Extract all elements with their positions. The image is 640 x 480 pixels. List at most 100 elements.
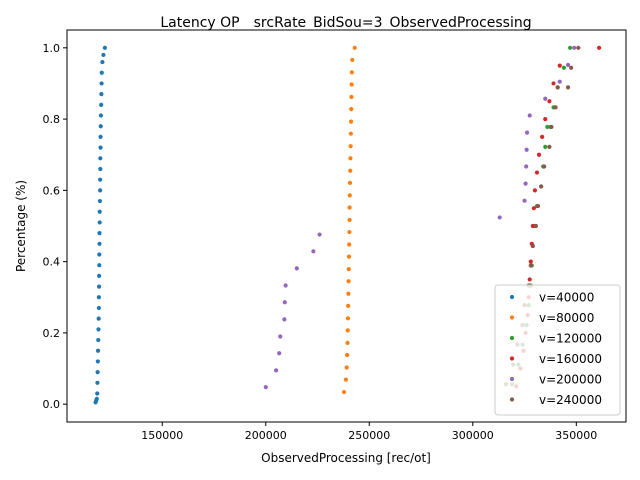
data-point xyxy=(569,65,574,70)
y-tick-label: 0.8 xyxy=(43,113,61,126)
data-point xyxy=(98,188,103,193)
legend-label: v=40000 xyxy=(539,291,594,305)
data-point xyxy=(349,107,354,112)
data-point xyxy=(545,124,550,130)
legend-marker xyxy=(509,397,515,402)
data-point xyxy=(527,113,532,118)
data-point xyxy=(345,352,350,358)
y-tick-label: 0.0 xyxy=(43,398,61,411)
legend-label: v=240000 xyxy=(539,393,602,407)
data-point xyxy=(540,134,545,140)
data-point xyxy=(528,259,533,264)
data-point xyxy=(99,102,104,107)
data-point xyxy=(345,340,350,345)
x-tick-label: 300000 xyxy=(452,429,494,442)
data-point xyxy=(549,124,554,130)
data-point xyxy=(96,327,101,332)
data-point xyxy=(531,206,536,211)
data-point xyxy=(547,144,552,149)
data-point xyxy=(532,188,538,193)
data-point xyxy=(536,152,542,157)
data-point xyxy=(555,85,560,90)
data-point xyxy=(94,396,99,401)
data-point xyxy=(98,134,103,140)
data-point xyxy=(349,70,354,75)
chart-title: Latency OP__srcRate_BidSou=3_ObservedPro… xyxy=(160,15,531,31)
data-point xyxy=(277,351,282,356)
data-point xyxy=(344,365,349,370)
data-point xyxy=(283,283,288,288)
data-point xyxy=(524,147,529,152)
series-v=200000 xyxy=(263,45,577,390)
y-tick-label: 0.4 xyxy=(43,256,61,269)
data-point xyxy=(343,377,348,382)
data-point xyxy=(346,279,351,284)
series-v=40000 xyxy=(93,45,107,405)
data-point xyxy=(345,328,350,333)
x-tick-label: 200000 xyxy=(245,429,287,442)
data-point xyxy=(100,59,105,65)
data-point xyxy=(524,164,529,169)
data-point xyxy=(96,295,101,300)
data-point xyxy=(282,317,287,322)
data-point xyxy=(95,380,100,385)
y-axis-label: Percentage (%) xyxy=(14,180,28,272)
data-point xyxy=(539,184,544,189)
data-point xyxy=(553,105,558,110)
data-point xyxy=(346,267,351,272)
data-point xyxy=(97,263,102,268)
data-point xyxy=(350,57,355,63)
data-point xyxy=(341,389,347,395)
data-point xyxy=(347,229,352,235)
data-point xyxy=(102,45,107,50)
data-point xyxy=(346,303,351,308)
data-point xyxy=(282,300,287,305)
data-point xyxy=(101,52,106,58)
data-point xyxy=(98,124,103,129)
data-point xyxy=(497,215,502,220)
data-point xyxy=(543,116,548,122)
data-point xyxy=(543,144,548,149)
data-point xyxy=(99,81,104,86)
data-point xyxy=(96,316,101,321)
data-point xyxy=(98,113,104,118)
legend-label: v=160000 xyxy=(539,352,602,366)
data-point xyxy=(561,65,566,70)
data-point xyxy=(97,252,102,257)
data-point xyxy=(98,156,103,161)
data-point xyxy=(348,156,353,161)
data-point xyxy=(96,305,101,311)
data-point xyxy=(346,254,352,259)
data-point xyxy=(534,170,540,175)
data-point xyxy=(97,198,103,204)
y-tick-label: 1.0 xyxy=(43,42,61,55)
data-point xyxy=(97,209,102,214)
x-axis-label: ObservedProcessing [rec/ot] xyxy=(261,451,431,465)
data-point xyxy=(346,291,351,296)
data-point xyxy=(533,223,539,229)
data-point xyxy=(347,242,352,247)
data-point xyxy=(348,144,353,149)
data-point xyxy=(96,337,101,343)
x-tick-label: 350000 xyxy=(555,429,597,442)
data-point xyxy=(528,263,533,268)
y-tick-label: 0.2 xyxy=(43,327,61,340)
data-point xyxy=(95,391,100,396)
data-point xyxy=(98,177,103,182)
legend-label: v=120000 xyxy=(539,332,602,346)
data-point xyxy=(576,45,581,50)
data-point xyxy=(98,145,103,150)
data-point xyxy=(274,368,279,373)
data-point xyxy=(97,231,102,236)
data-point xyxy=(557,79,562,84)
data-point xyxy=(557,63,562,68)
data-point xyxy=(530,223,535,229)
legend-label: v=80000 xyxy=(539,311,594,325)
data-point xyxy=(348,119,354,124)
legend-box xyxy=(494,284,621,416)
y-tick-label: 0.6 xyxy=(43,184,61,197)
plot-frame xyxy=(66,29,627,423)
data-point xyxy=(347,193,352,198)
data-point xyxy=(98,166,103,172)
data-point xyxy=(551,81,556,86)
